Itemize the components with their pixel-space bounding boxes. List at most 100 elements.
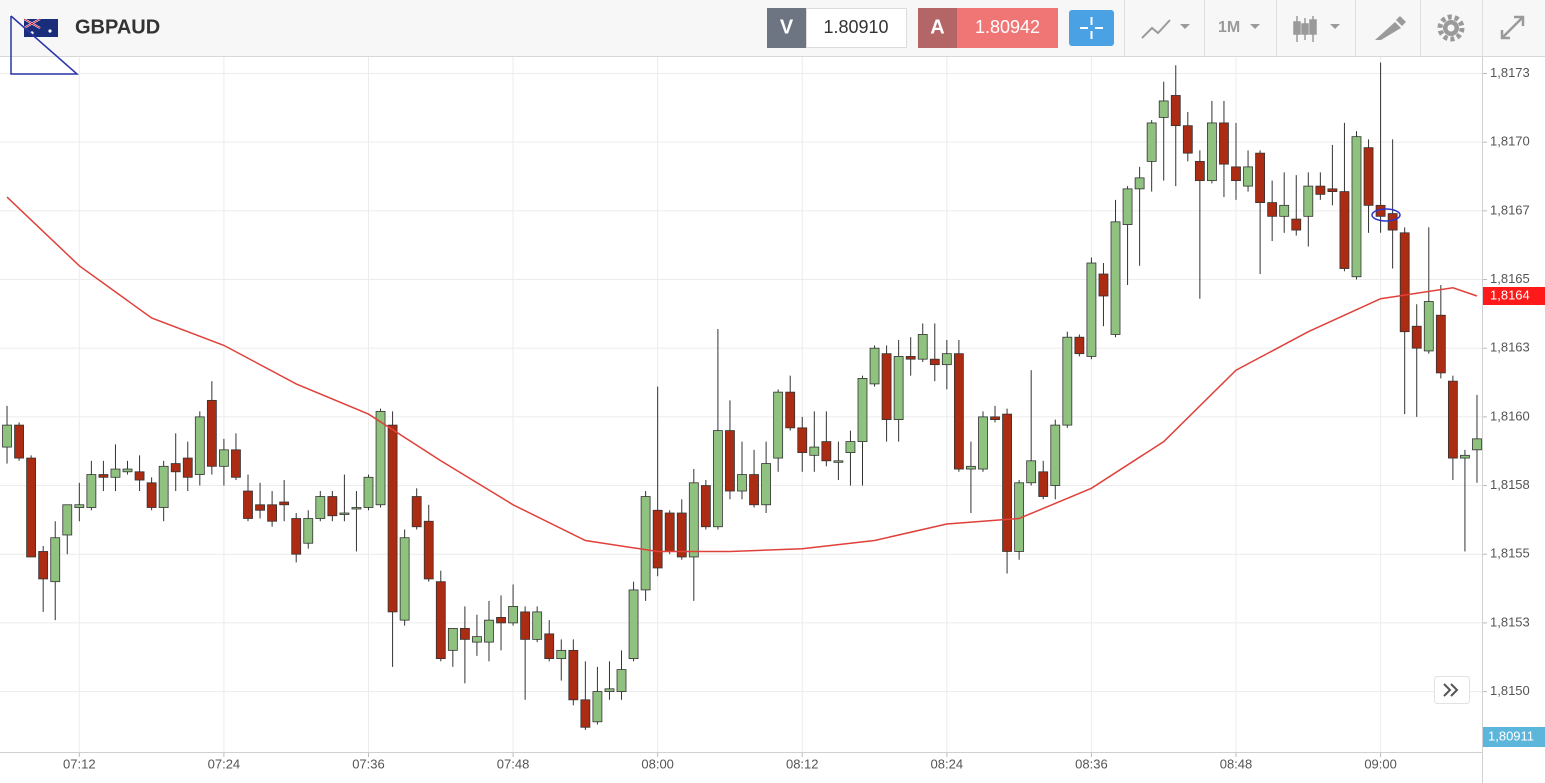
candle-body bbox=[351, 507, 362, 510]
separators bbox=[1124, 0, 1483, 56]
candle-body bbox=[1158, 100, 1169, 118]
candle-body bbox=[845, 441, 856, 453]
candle-body bbox=[327, 496, 338, 517]
candle-body bbox=[1182, 125, 1193, 154]
candle-body bbox=[1399, 232, 1410, 333]
candle-body bbox=[170, 463, 181, 473]
crosshair-button[interactable] bbox=[1069, 10, 1114, 46]
settings-icon[interactable] bbox=[1437, 14, 1465, 42]
scroll-button[interactable] bbox=[1434, 676, 1470, 704]
candle-body bbox=[459, 627, 470, 640]
candle-body bbox=[1423, 301, 1434, 352]
candle-body bbox=[929, 358, 940, 366]
candle-body bbox=[243, 490, 253, 519]
candle-body bbox=[315, 496, 326, 519]
candle-icon[interactable] bbox=[1293, 16, 1340, 42]
x-tick-label: 08:00 bbox=[641, 756, 674, 771]
x-tick-label: 07:48 bbox=[497, 756, 530, 771]
ma-price-box bbox=[1483, 286, 1545, 305]
timeframe-caret bbox=[1250, 24, 1260, 29]
candle-body bbox=[881, 353, 892, 421]
candle-body bbox=[749, 474, 759, 506]
candle-body bbox=[435, 581, 446, 660]
candle-body bbox=[616, 669, 627, 692]
candle-body bbox=[231, 449, 241, 478]
candle-body bbox=[411, 496, 422, 528]
draw-icon[interactable] bbox=[1375, 16, 1406, 40]
candle-body bbox=[520, 611, 531, 640]
candle-body bbox=[1339, 191, 1350, 269]
line-chart-icon[interactable] bbox=[1141, 19, 1190, 39]
candle-body bbox=[556, 649, 567, 660]
candle-body bbox=[1050, 424, 1061, 486]
candle-body bbox=[423, 520, 434, 580]
candle-body bbox=[110, 468, 121, 478]
sell-label: V bbox=[780, 16, 794, 38]
candle-body bbox=[821, 441, 832, 462]
candle-body bbox=[640, 496, 651, 591]
candle-body bbox=[98, 474, 109, 478]
candle-body bbox=[194, 416, 205, 475]
candle-body bbox=[86, 474, 97, 508]
candle-body bbox=[1291, 218, 1302, 231]
candle-body bbox=[990, 416, 1000, 421]
candle-body bbox=[941, 353, 952, 366]
candle-body bbox=[544, 633, 555, 660]
candle-body bbox=[206, 399, 217, 467]
annotations bbox=[10, 15, 1470, 704]
price-box bbox=[1483, 727, 1545, 747]
candle-body bbox=[74, 504, 85, 508]
candle-body bbox=[1327, 188, 1338, 193]
candle-body bbox=[1026, 460, 1037, 484]
candle-body bbox=[1435, 314, 1446, 374]
candle-body bbox=[1243, 166, 1253, 187]
candle-body bbox=[1086, 262, 1097, 357]
candle-body bbox=[1231, 166, 1241, 182]
y-tick-label: 1,8167 bbox=[1490, 202, 1530, 217]
candle-body bbox=[255, 504, 265, 511]
candle-body bbox=[375, 410, 386, 506]
buy-price-box[interactable] bbox=[957, 8, 1058, 48]
candle-body bbox=[496, 616, 506, 624]
buy-button[interactable] bbox=[918, 8, 957, 48]
candle-body bbox=[857, 378, 868, 442]
candle-body bbox=[1460, 454, 1470, 459]
candle-body bbox=[62, 504, 73, 536]
candle-body bbox=[146, 482, 157, 508]
sell-button[interactable] bbox=[767, 8, 806, 48]
expand-icon[interactable] bbox=[1500, 15, 1525, 40]
candle-body bbox=[1170, 95, 1181, 127]
candle-body bbox=[363, 476, 374, 508]
candle-body bbox=[508, 606, 518, 624]
candle-body bbox=[1363, 147, 1374, 206]
candle-body bbox=[267, 504, 278, 522]
candle-body bbox=[14, 424, 24, 459]
candle-body bbox=[1122, 188, 1133, 225]
candle-body bbox=[2, 424, 12, 448]
candle-body bbox=[1110, 221, 1121, 335]
buy-label: A bbox=[930, 16, 944, 38]
timeframe[interactable]: 1M bbox=[1218, 19, 1240, 36]
candle-body bbox=[797, 427, 808, 453]
candle-body bbox=[158, 465, 169, 508]
candle-body bbox=[905, 356, 916, 360]
candle-body bbox=[399, 537, 410, 621]
sell-price-box[interactable] bbox=[806, 8, 907, 48]
candle-body bbox=[26, 457, 37, 558]
candle-body bbox=[1472, 438, 1482, 451]
candle-body bbox=[568, 649, 579, 701]
candle-body bbox=[303, 518, 314, 544]
x-tick-label: 07:36 bbox=[352, 756, 385, 771]
candle-body bbox=[676, 512, 687, 558]
drawn-triangle bbox=[10, 15, 79, 75]
x-tick-label: 07:12 bbox=[63, 756, 96, 771]
candle-body bbox=[50, 537, 61, 583]
candle-body bbox=[1351, 136, 1362, 278]
candle-body bbox=[1074, 336, 1085, 355]
candle-body bbox=[652, 509, 663, 569]
candle-body bbox=[1447, 380, 1458, 459]
candle-body bbox=[1255, 152, 1266, 203]
candle-body bbox=[761, 463, 772, 506]
y-tick-label: 1,8165 bbox=[1490, 271, 1530, 286]
symbol: GBPAUD bbox=[75, 16, 160, 38]
